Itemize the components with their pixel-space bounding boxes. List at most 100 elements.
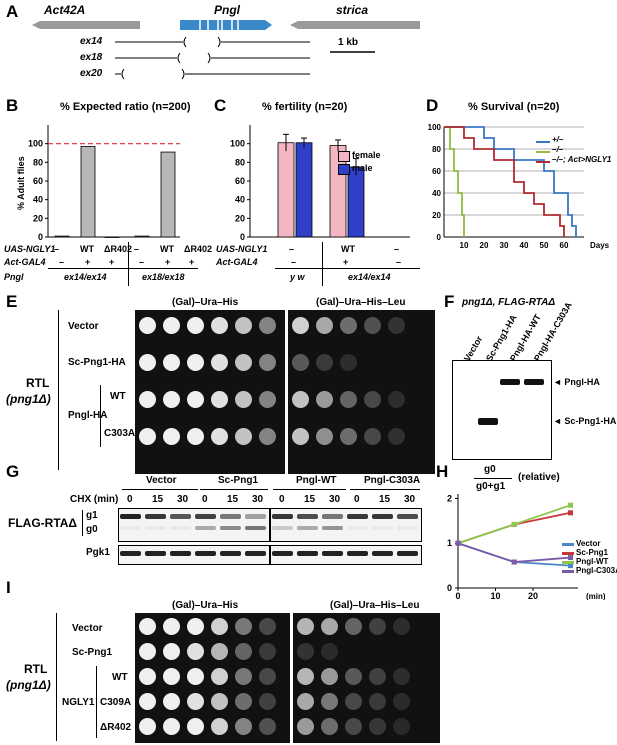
uas-value-b: WT bbox=[80, 244, 94, 254]
chart-h-series-line bbox=[457, 542, 571, 563]
legend-label-female: female bbox=[352, 150, 381, 160]
plate-e1-colony-spot bbox=[259, 317, 276, 334]
plate-i1-colony-spot bbox=[139, 643, 156, 660]
row-label-e-c303a: C303A bbox=[104, 428, 136, 439]
chart-d-xtick-label: 60 bbox=[560, 241, 569, 250]
plate-i1-colony-spot bbox=[163, 718, 180, 735]
chart-h-point bbox=[511, 521, 517, 527]
panel-label-f: F bbox=[444, 292, 455, 311]
chart-b-ytick-label: 20 bbox=[33, 213, 43, 223]
row-label-i-vector: Vector bbox=[72, 623, 103, 634]
chart-c-ytick-label: 100 bbox=[230, 139, 245, 149]
act-value-c: + bbox=[343, 257, 349, 267]
underline-g-vector bbox=[122, 489, 198, 490]
plate-i2-colony-spot bbox=[321, 668, 338, 685]
band-g1 bbox=[145, 514, 166, 519]
band-pgk1 bbox=[322, 551, 343, 556]
legend-swatch-male bbox=[338, 164, 350, 175]
plate-e1-colony-spot bbox=[235, 391, 252, 408]
plate-e2-colony-spot bbox=[340, 317, 357, 334]
chart-b-bar bbox=[104, 236, 120, 238]
panel-f-title: png1Δ, FLAG-RTAΔ bbox=[462, 297, 556, 308]
gene-label-strica: strica bbox=[336, 3, 369, 17]
uas-value-c: WT bbox=[341, 244, 355, 254]
plate-i2-colony-spot bbox=[345, 618, 362, 635]
plate-e2-colony-spot bbox=[292, 354, 309, 371]
plate-e1-colony-spot bbox=[235, 354, 252, 371]
plate-i1-colony-spot bbox=[259, 693, 276, 710]
pngl-gene-arrow bbox=[180, 20, 272, 30]
divider-c bbox=[275, 268, 420, 269]
chart-h-ytick-label: 0 bbox=[447, 583, 452, 593]
row-label-i-scpng1: Sc-Png1 bbox=[72, 647, 113, 658]
plate-i1-colony-spot bbox=[187, 693, 204, 710]
chart-d-legend-label: –/– bbox=[552, 145, 564, 154]
row-label-e-vector: Vector bbox=[68, 321, 99, 332]
band-label-scpng1-ha: ◄ Sc-Png1-HA bbox=[553, 416, 617, 426]
band-pgk1 bbox=[120, 551, 141, 556]
band-g1 bbox=[170, 514, 191, 519]
band-pgk1 bbox=[372, 551, 393, 556]
chart-d-ytick-label: 0 bbox=[437, 233, 442, 242]
uas-value-c: – bbox=[289, 244, 295, 254]
side-label-i-rtl: RTL bbox=[24, 662, 48, 676]
band-g1 bbox=[245, 514, 266, 519]
genotype-ex14-b: ex14/ex14 bbox=[64, 272, 107, 282]
plate-e1-colony-spot bbox=[259, 354, 276, 371]
plate-e1-colony-spot bbox=[211, 354, 228, 371]
band-g0 bbox=[397, 526, 418, 530]
band-label-g1: g1 bbox=[86, 510, 98, 521]
plate-e2-colony-spot bbox=[364, 391, 381, 408]
plate-i2-colony-spot bbox=[393, 718, 410, 735]
chx-time-label: 15 bbox=[152, 494, 164, 505]
panel-label-g: G bbox=[6, 462, 20, 481]
plate-e1-colony-spot bbox=[187, 317, 204, 334]
chart-h-legend-swatch bbox=[562, 570, 574, 573]
act-value-b: + bbox=[189, 257, 195, 267]
plate-e2-colony-spot bbox=[364, 317, 381, 334]
chart-c-ytick-label: 0 bbox=[240, 232, 245, 242]
plate-i2-colony-spot bbox=[393, 618, 410, 635]
gene-map bbox=[32, 20, 420, 80]
chart-c-bar bbox=[347, 166, 365, 238]
chx-time-label: 30 bbox=[329, 494, 341, 505]
band-pgk1 bbox=[195, 551, 216, 556]
plate-i1-colony-spot bbox=[187, 618, 204, 635]
blot-g-pgk1-1 bbox=[118, 545, 270, 565]
band-pgk1 bbox=[220, 551, 241, 556]
chart-c: 0 20 40 60 80 100 bbox=[230, 125, 410, 242]
uas-value-b: ΔR402 bbox=[104, 244, 132, 254]
band-g0 bbox=[170, 526, 191, 530]
plate-i2-colony-spot bbox=[321, 693, 338, 710]
plate-i-2 bbox=[293, 613, 440, 743]
chart-b-bar bbox=[134, 235, 150, 238]
divider-c-v bbox=[322, 242, 323, 286]
chart-d-series-line bbox=[444, 126, 465, 237]
col-head-i-2: (Gal)–Ura–His–Leu bbox=[330, 600, 420, 611]
plate-e1-colony-spot bbox=[187, 354, 204, 371]
plate-e2-colony-spot bbox=[316, 428, 333, 445]
legend-label-male: male bbox=[352, 163, 373, 173]
chart-h-xunit: (min) bbox=[586, 592, 606, 600]
chart-c-ytick-label: 40 bbox=[235, 195, 245, 205]
col-head-i-1: (Gal)–Ura–His bbox=[172, 600, 239, 611]
row-label-g-rta: FLAG-RTAΔ bbox=[8, 516, 78, 530]
row-label-i-wt: WT bbox=[112, 672, 128, 683]
band-f-scpng1 bbox=[478, 418, 498, 425]
blot-f bbox=[452, 360, 552, 460]
bracket-e-side bbox=[58, 310, 59, 470]
band-g1 bbox=[220, 514, 241, 519]
bracket-g bbox=[82, 510, 83, 536]
row-label-act-b: Act-GAL4 bbox=[4, 257, 46, 267]
act-value-b: + bbox=[109, 257, 115, 267]
chx-time-label: 0 bbox=[354, 494, 360, 505]
plate-i1-colony-spot bbox=[235, 643, 252, 660]
chart-d-ytick-label: 20 bbox=[432, 211, 441, 220]
plate-i2-colony-spot bbox=[393, 693, 410, 710]
plate-e1-colony-spot bbox=[259, 428, 276, 445]
chart-b-ytick-label: 80 bbox=[33, 157, 43, 167]
genotype-ex18-b: ex18/ex18 bbox=[142, 272, 185, 282]
plate-e2-colony-spot bbox=[388, 317, 405, 334]
band-g0 bbox=[245, 526, 266, 530]
band-pgk1 bbox=[272, 551, 293, 556]
